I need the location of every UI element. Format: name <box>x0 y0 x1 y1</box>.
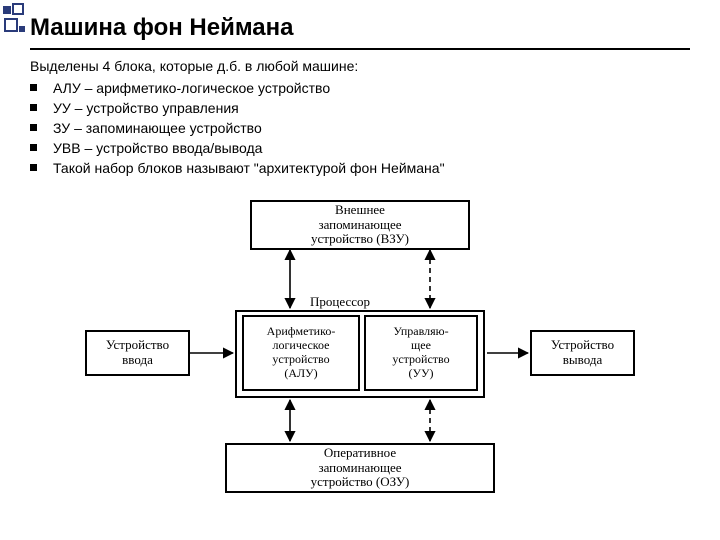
deco-square <box>3 6 11 14</box>
bullet-text: АЛУ – арифметико-логическое устройство <box>53 78 330 98</box>
bullet-text: ЗУ – запоминающее устройство <box>53 118 262 138</box>
node-text-line: устройство <box>392 353 449 367</box>
node-alu: Арифметико-логическоеустройство(АЛУ) <box>242 315 360 391</box>
node-text-line: вывода <box>563 353 602 368</box>
intro-text: Выделены 4 блока, которые д.б. в любой м… <box>30 58 358 74</box>
node-text-line: запоминающее <box>318 461 401 476</box>
bullet-item: УВВ – устройство ввода/вывода <box>30 138 445 158</box>
node-text-line: устройство (ОЗУ) <box>311 475 410 490</box>
bullet-marker-icon <box>30 164 37 171</box>
node-text-line: (УУ) <box>409 367 434 381</box>
bullet-item: УУ – устройство управления <box>30 98 445 118</box>
node-text-line: Оперативное <box>324 446 396 461</box>
deco-square <box>12 3 24 15</box>
node-text-line: Внешнее <box>335 203 385 218</box>
processor-label: Процессор <box>310 294 370 310</box>
slide: Машина фон Неймана Выделены 4 блока, кот… <box>0 0 720 540</box>
node-text-line: Устройство <box>551 338 614 353</box>
page-title: Машина фон Неймана <box>30 14 293 42</box>
node-external-memory: Внешнеезапоминающееустройство (ВЗУ) <box>250 200 470 250</box>
node-text-line: устройство <box>272 353 329 367</box>
architecture-diagram: Внешнеезапоминающееустройство (ВЗУ) Проц… <box>80 195 640 515</box>
node-ram: Оперативноезапоминающееустройство (ОЗУ) <box>225 443 495 493</box>
title-underline <box>30 48 690 50</box>
bullet-list: АЛУ – арифметико-логическое устройствоУУ… <box>30 78 445 178</box>
bullet-text: Такой набор блоков называют "архитектуро… <box>53 158 445 178</box>
bullet-marker-icon <box>30 124 37 131</box>
node-cu: Управляю-щееустройство(УУ) <box>364 315 478 391</box>
bullet-marker-icon <box>30 104 37 111</box>
deco-square <box>4 18 18 32</box>
bullet-marker-icon <box>30 144 37 151</box>
deco-square <box>19 26 25 32</box>
node-input-device: Устройствоввода <box>85 330 190 376</box>
node-text-line: устройство (ВЗУ) <box>311 232 409 247</box>
bullet-text: УВВ – устройство ввода/вывода <box>53 138 262 158</box>
node-text-line: запоминающее <box>318 218 401 233</box>
bullet-marker-icon <box>30 84 37 91</box>
node-text-line: ввода <box>122 353 153 368</box>
bullet-item: Такой набор блоков называют "архитектуро… <box>30 158 445 178</box>
node-text-line: (АЛУ) <box>284 367 317 381</box>
bullet-item: АЛУ – арифметико-логическое устройство <box>30 78 445 98</box>
bullet-item: ЗУ – запоминающее устройство <box>30 118 445 138</box>
node-text-line: Управляю- <box>393 325 448 339</box>
node-text-line: Устройство <box>106 338 169 353</box>
node-text-line: щее <box>411 339 431 353</box>
node-text-line: Арифметико- <box>267 325 336 339</box>
node-text-line: логическое <box>272 339 329 353</box>
bullet-text: УУ – устройство управления <box>53 98 239 118</box>
node-output-device: Устройствовывода <box>530 330 635 376</box>
